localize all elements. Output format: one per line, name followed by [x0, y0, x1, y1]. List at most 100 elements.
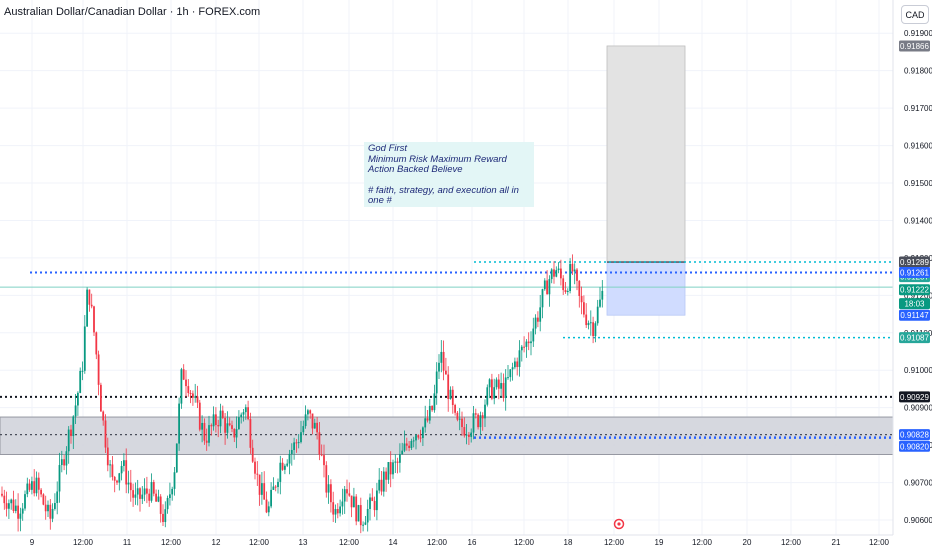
- candle-body[interactable]: [445, 370, 447, 375]
- candle-body[interactable]: [169, 494, 171, 498]
- candle-body[interactable]: [403, 443, 406, 451]
- candle-body[interactable]: [196, 396, 199, 403]
- candle-body[interactable]: [389, 462, 392, 475]
- candle-body[interactable]: [182, 369, 185, 380]
- candle-body[interactable]: [217, 425, 220, 427]
- candle-body[interactable]: [401, 450, 404, 455]
- candle-body[interactable]: [141, 494, 144, 499]
- candle-body[interactable]: [465, 434, 468, 436]
- candle-body[interactable]: [323, 455, 325, 466]
- candle-body[interactable]: [198, 402, 201, 430]
- candle-body[interactable]: [580, 295, 583, 303]
- candle-body[interactable]: [129, 482, 132, 491]
- candle-body[interactable]: [106, 447, 109, 466]
- candle-body[interactable]: [569, 263, 571, 292]
- candle-body[interactable]: [24, 494, 26, 509]
- candle-body[interactable]: [596, 306, 599, 324]
- candle-body[interactable]: [371, 497, 374, 501]
- candle-body[interactable]: [507, 377, 509, 379]
- candle-body[interactable]: [272, 486, 275, 490]
- candle-body[interactable]: [419, 437, 422, 439]
- candle-body[interactable]: [523, 346, 525, 348]
- candle-body[interactable]: [281, 462, 284, 470]
- candle-body[interactable]: [564, 290, 567, 292]
- candle-body[interactable]: [417, 435, 420, 438]
- candle-body[interactable]: [571, 263, 574, 272]
- candle-body[interactable]: [346, 489, 348, 494]
- candle-body[interactable]: [488, 379, 491, 388]
- candle-body[interactable]: [224, 417, 226, 433]
- candle-body[interactable]: [318, 432, 321, 455]
- candle-body[interactable]: [173, 472, 176, 489]
- candle-body[interactable]: [175, 443, 178, 473]
- candle-body[interactable]: [88, 289, 91, 305]
- candle-body[interactable]: [502, 383, 505, 398]
- candle-body[interactable]: [40, 489, 42, 495]
- candle-body[interactable]: [60, 459, 63, 466]
- candle-body[interactable]: [203, 422, 206, 441]
- candle-body[interactable]: [530, 341, 532, 344]
- candle-body[interactable]: [171, 488, 174, 495]
- candle-body[interactable]: [539, 307, 542, 322]
- candle-body[interactable]: [162, 513, 164, 523]
- candle-body[interactable]: [583, 302, 585, 315]
- candle-body[interactable]: [304, 414, 307, 427]
- candle-body[interactable]: [474, 413, 477, 415]
- candle-body[interactable]: [339, 506, 341, 514]
- candle-body[interactable]: [228, 423, 231, 426]
- candle-body[interactable]: [192, 393, 194, 398]
- candle-body[interactable]: [307, 410, 309, 415]
- candle-body[interactable]: [210, 425, 213, 427]
- candle-body[interactable]: [65, 451, 68, 466]
- candle-body[interactable]: [44, 504, 47, 512]
- candle-body[interactable]: [334, 509, 337, 515]
- candle-body[interactable]: [359, 505, 362, 526]
- candle-body[interactable]: [244, 407, 247, 413]
- candle-body[interactable]: [387, 462, 390, 480]
- candle-body[interactable]: [201, 422, 203, 430]
- candle-body[interactable]: [373, 500, 376, 511]
- candle-body[interactable]: [366, 508, 369, 523]
- candle-body[interactable]: [159, 496, 162, 514]
- candle-body[interactable]: [72, 416, 75, 437]
- candle-body[interactable]: [330, 484, 332, 503]
- candle-body[interactable]: [54, 503, 56, 509]
- candle-body[interactable]: [8, 503, 10, 509]
- candle-body[interactable]: [17, 505, 19, 519]
- candle-body[interactable]: [405, 443, 408, 446]
- candle-body[interactable]: [265, 499, 268, 513]
- candle-body[interactable]: [599, 299, 601, 307]
- candle-body[interactable]: [118, 473, 121, 483]
- candle-body[interactable]: [187, 386, 190, 394]
- position-stop-box[interactable]: [606, 261, 686, 316]
- candle-body[interactable]: [362, 524, 364, 526]
- candle-body[interactable]: [350, 495, 353, 508]
- candle-body[interactable]: [261, 483, 263, 495]
- candle-body[interactable]: [456, 412, 459, 420]
- candle-body[interactable]: [396, 461, 399, 463]
- candle-body[interactable]: [51, 508, 54, 519]
- candle-body[interactable]: [557, 268, 560, 271]
- candle-body[interactable]: [336, 509, 339, 514]
- candle-body[interactable]: [497, 379, 500, 389]
- candle-body[interactable]: [74, 405, 77, 417]
- candle-body[interactable]: [493, 387, 496, 399]
- candle-body[interactable]: [422, 427, 424, 439]
- candle-body[interactable]: [185, 379, 187, 387]
- candle-body[interactable]: [592, 322, 594, 337]
- candle-body[interactable]: [534, 317, 537, 329]
- candle-body[interactable]: [470, 432, 473, 437]
- candle-body[interactable]: [555, 270, 558, 277]
- candle-body[interactable]: [120, 465, 123, 474]
- candle-body[interactable]: [109, 464, 111, 466]
- candle-body[interactable]: [566, 291, 569, 293]
- candle-body[interactable]: [518, 350, 521, 368]
- candle-body[interactable]: [355, 496, 358, 522]
- candle-body[interactable]: [327, 484, 330, 493]
- candle-body[interactable]: [14, 505, 17, 511]
- candle-body[interactable]: [424, 418, 427, 428]
- candle-body[interactable]: [504, 377, 507, 398]
- candle-body[interactable]: [249, 419, 252, 448]
- candle-body[interactable]: [302, 426, 305, 433]
- candle-body[interactable]: [486, 387, 489, 405]
